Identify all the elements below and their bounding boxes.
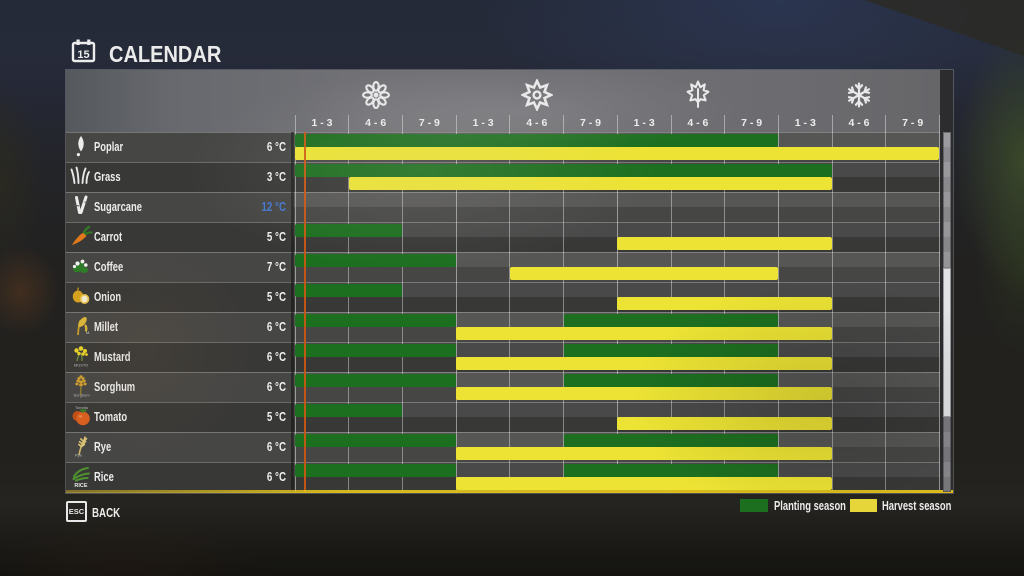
svg-text:Rye: Rye [75, 453, 83, 458]
svg-text:RICE: RICE [74, 483, 87, 489]
svg-text:15: 15 [77, 49, 89, 61]
svg-text:M.: M. [86, 330, 90, 335]
svg-text:Sorghum: Sorghum [74, 393, 91, 398]
svg-text:MUSTD: MUSTD [74, 363, 88, 368]
svg-text:Tomato: Tomato [75, 405, 89, 410]
